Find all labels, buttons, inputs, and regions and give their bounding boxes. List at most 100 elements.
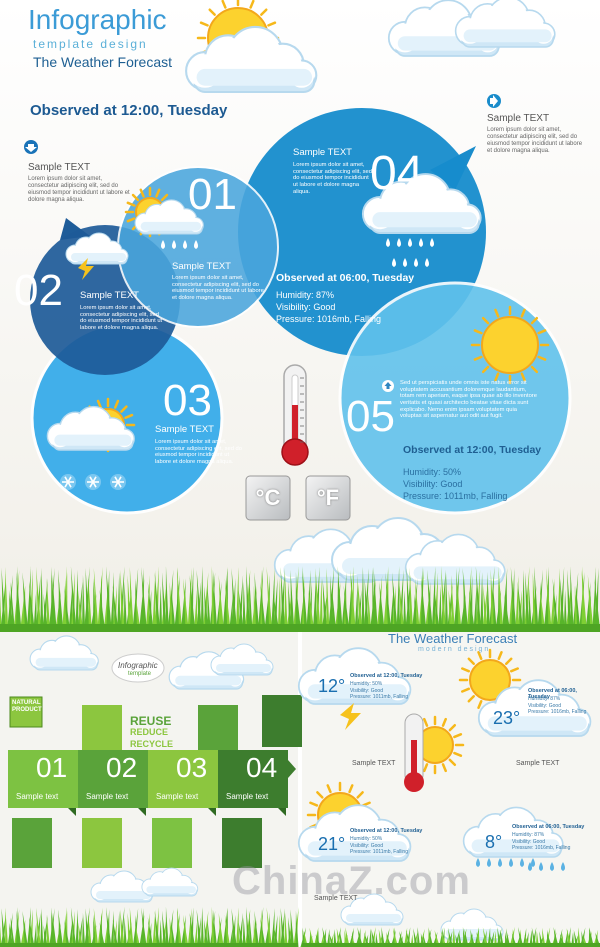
grass-blade <box>452 927 456 947</box>
sun-ray <box>520 372 526 382</box>
grass-blade <box>398 569 404 628</box>
grass-blade <box>238 922 244 947</box>
grass-blade <box>403 927 408 947</box>
grass-blade <box>489 930 495 947</box>
grass-blade <box>141 907 147 947</box>
cloud <box>134 199 204 235</box>
grass-blade <box>231 567 237 628</box>
grass-blade <box>46 914 50 947</box>
grass-blade <box>187 567 192 628</box>
grass-blade <box>189 574 196 628</box>
grass-blade <box>152 909 156 947</box>
circle-number: 04 <box>370 147 424 200</box>
grass-blade <box>492 581 497 628</box>
sun-ray <box>448 723 457 732</box>
grass-blade <box>593 929 599 947</box>
grass-blade <box>36 907 42 947</box>
logo-text: Infographic <box>118 661 158 670</box>
cloud-fill <box>140 221 202 231</box>
grass-blade <box>522 928 527 947</box>
grass-blade <box>564 929 568 947</box>
grass-blade <box>40 567 44 628</box>
grass-blade <box>539 589 545 628</box>
sun-ray <box>309 801 319 807</box>
sun-ray <box>126 217 136 223</box>
grass-blade <box>70 907 77 947</box>
grass-blade <box>529 930 533 947</box>
grass-blade <box>420 574 427 628</box>
grass-blade <box>364 932 370 947</box>
forecast-note: Sample TEXT <box>516 760 560 767</box>
grass-blade <box>288 581 292 628</box>
cloud-fill <box>346 914 401 922</box>
grass-blade <box>246 566 251 628</box>
cloud-fill <box>54 434 132 446</box>
grass-blade <box>242 917 246 947</box>
sun-ray <box>316 791 324 799</box>
grass-blade <box>470 929 476 947</box>
card-detail: Humidity: 50% <box>350 681 383 687</box>
cloud-fill <box>372 212 477 228</box>
grass-blade <box>177 908 182 947</box>
card-detail: Visibility: Good <box>350 687 383 694</box>
grass-base <box>0 943 298 947</box>
grass-blade <box>273 593 279 628</box>
grass-blade <box>300 927 306 947</box>
grass-blade <box>171 922 176 947</box>
sun-ray <box>467 657 475 665</box>
grass-blade <box>328 566 334 628</box>
grass-blade <box>147 917 154 947</box>
grass-blade <box>469 589 475 628</box>
grass-blade <box>534 566 539 628</box>
step-label: Sample text <box>226 792 269 801</box>
circle-body: Lorem ipsum dolor sit amet, consectetur … <box>80 305 163 331</box>
grass-blade <box>487 927 491 947</box>
grass-blade <box>531 927 537 947</box>
grass-blade <box>581 930 586 947</box>
grass-blade <box>557 567 561 628</box>
grass-blade <box>587 574 594 628</box>
grass-blade <box>33 589 37 628</box>
card-detail: Humidity: 87% <box>512 832 545 838</box>
grass-blade <box>392 572 398 628</box>
circle-title: Sample TEXT <box>80 290 139 301</box>
sun-ray <box>453 733 463 739</box>
grass-blade <box>500 929 504 947</box>
card-temp: 8° <box>485 832 503 852</box>
grass-blade <box>181 578 186 628</box>
grass-blade <box>319 578 323 628</box>
sun-ray <box>477 651 483 661</box>
rain-drop <box>397 238 401 247</box>
grass-blade <box>85 908 90 947</box>
thermo-mercury <box>411 740 417 780</box>
grass-blade <box>315 567 321 628</box>
grass-blade <box>224 578 231 628</box>
grass-blade <box>0 578 6 628</box>
grass-blade <box>271 567 275 628</box>
grass-blade <box>341 572 347 628</box>
grass-blade <box>22 910 28 947</box>
grass-blade <box>231 908 237 947</box>
step-band <box>218 750 288 808</box>
rain-drop <box>392 258 396 267</box>
sun-ray <box>453 751 463 757</box>
grass-blade <box>490 569 495 628</box>
thermo-bulb <box>404 772 424 792</box>
grass-blade <box>594 578 600 628</box>
sun-ray <box>423 717 429 727</box>
sun-ray <box>473 329 483 335</box>
grass-blade <box>438 585 442 628</box>
grass-blade <box>441 930 447 947</box>
card-temp: 23° <box>493 708 521 728</box>
cloud-fill <box>413 566 502 580</box>
grass-blade <box>517 581 523 628</box>
grass-blade <box>368 593 372 628</box>
grass-blade <box>509 927 515 947</box>
grass-blade <box>218 912 224 947</box>
grass-blade <box>204 585 209 628</box>
lightning <box>340 703 361 730</box>
grass-blade <box>589 927 594 947</box>
grass-blade <box>522 569 526 628</box>
grass-blade <box>299 585 305 628</box>
cloud-fill <box>35 657 97 667</box>
